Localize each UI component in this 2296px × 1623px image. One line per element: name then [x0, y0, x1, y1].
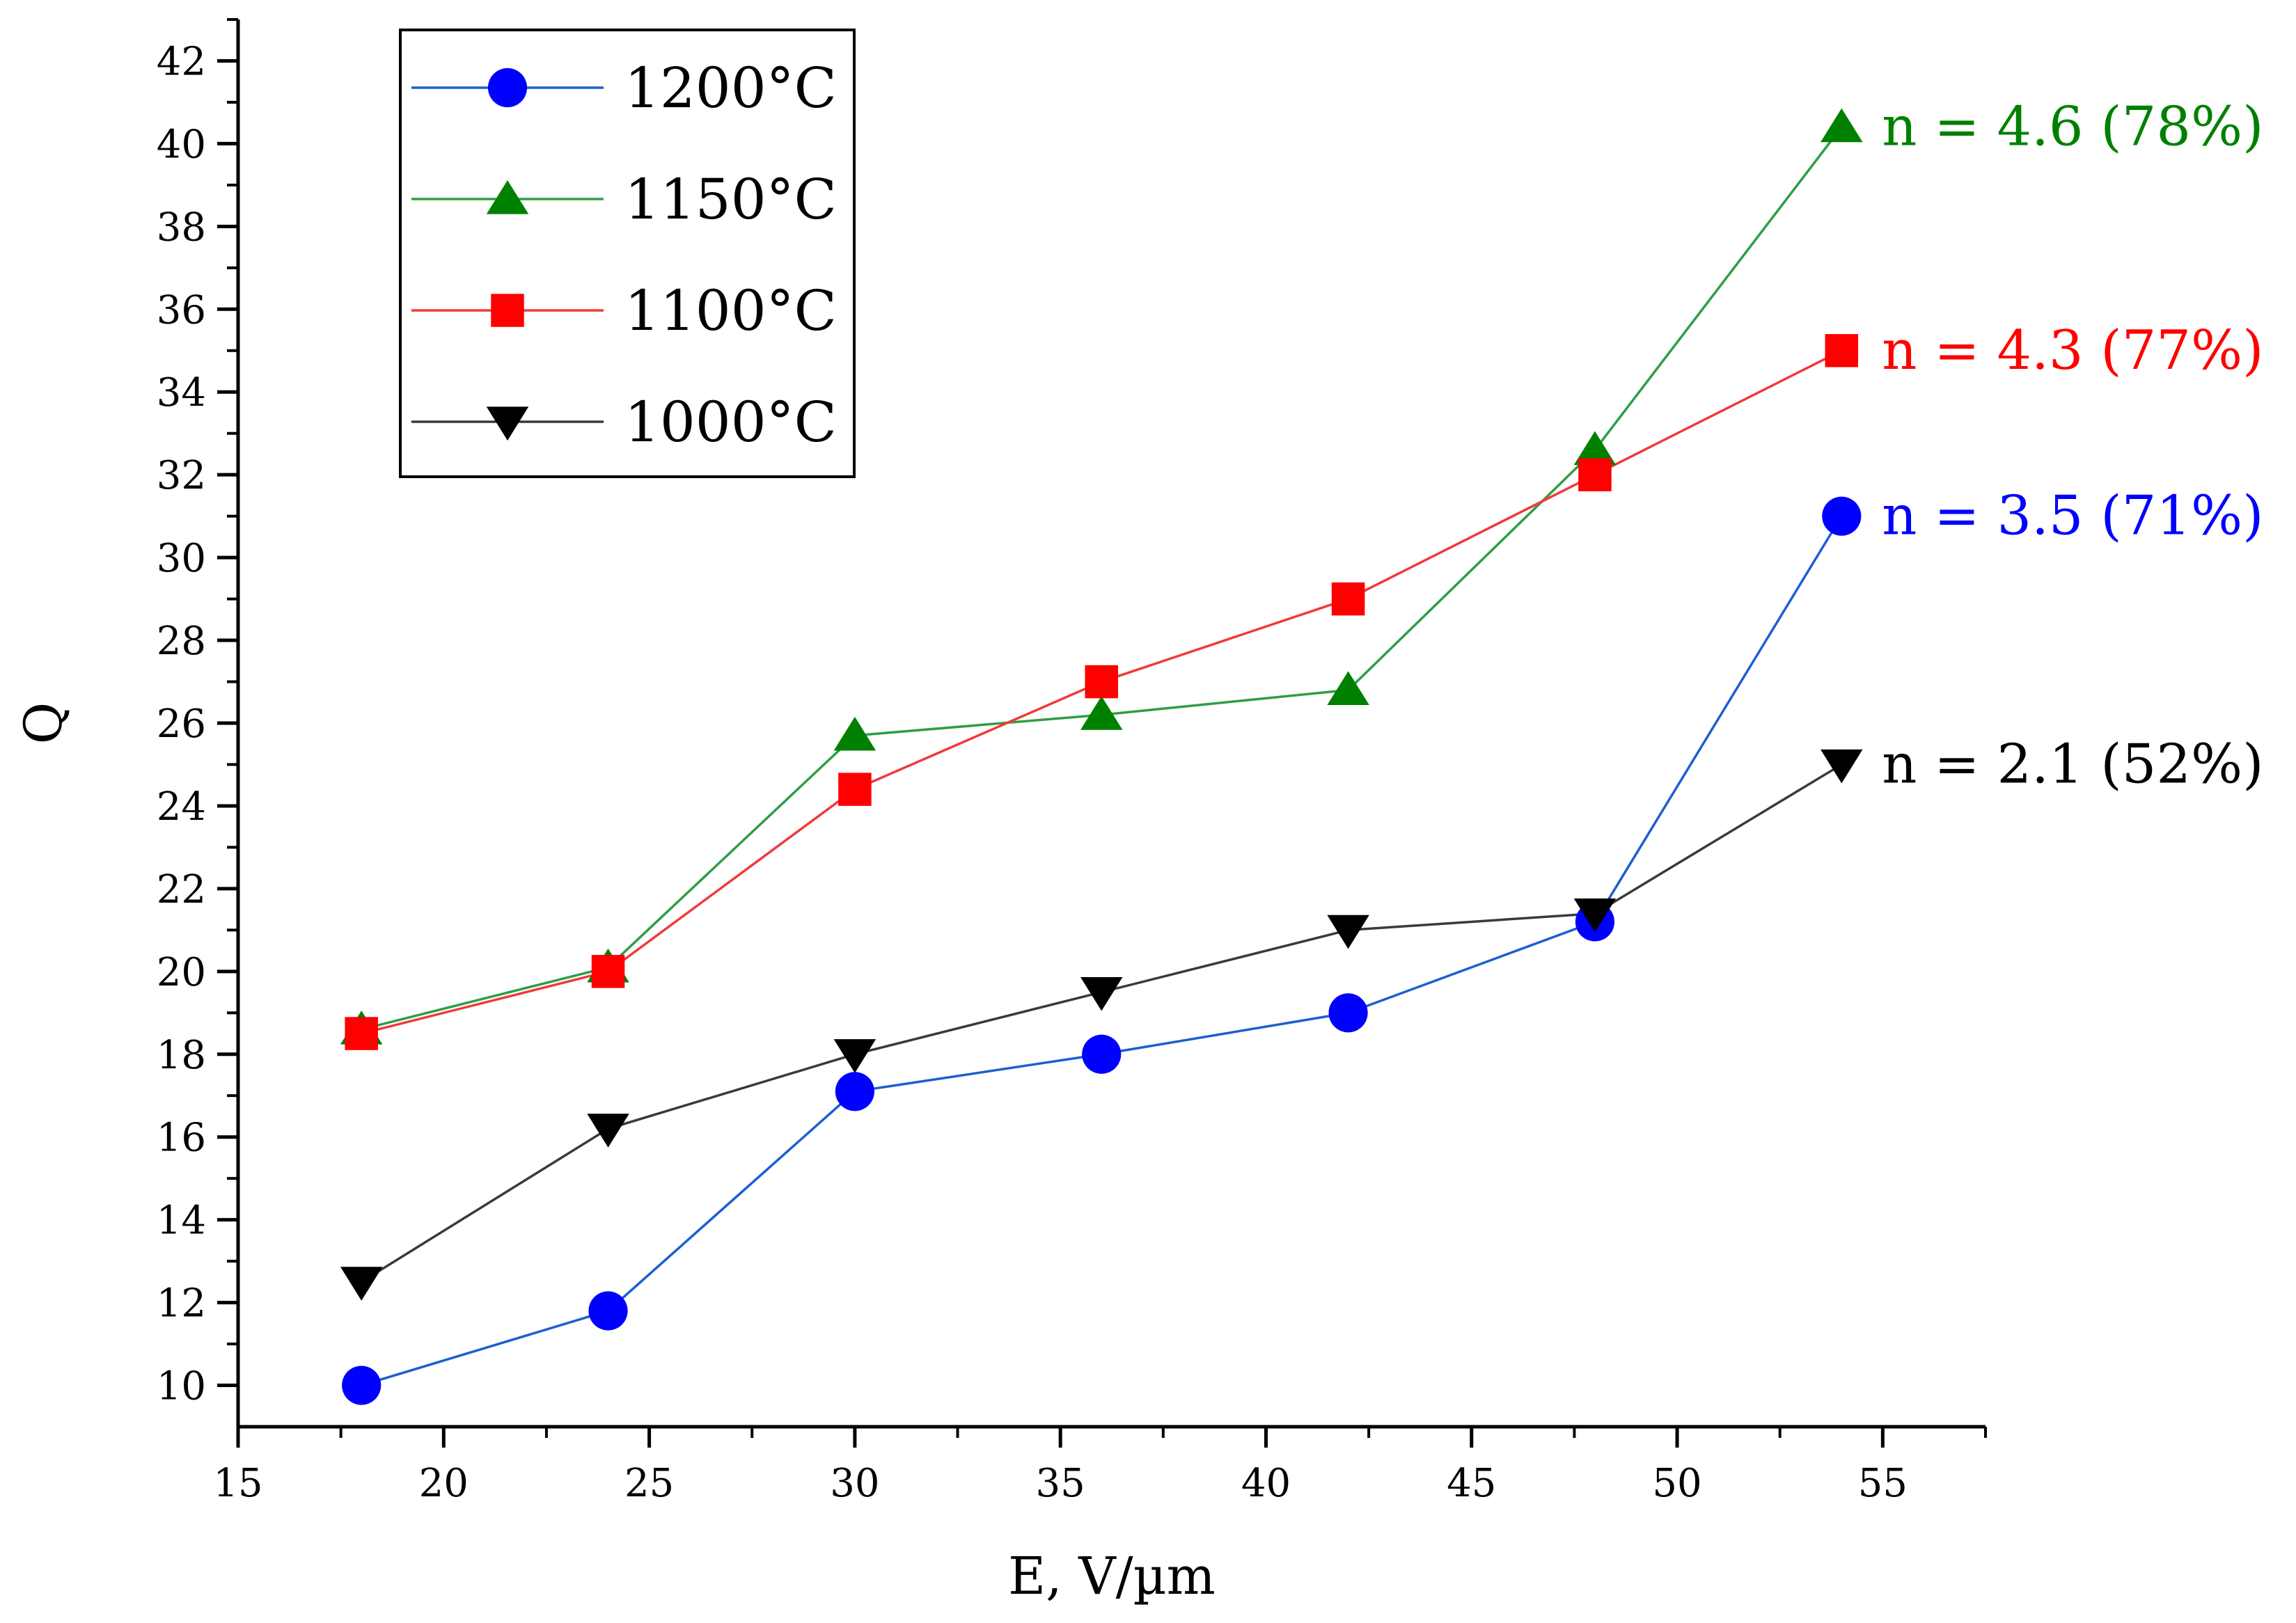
- legend-label: 1000°C: [624, 390, 837, 454]
- y-tick-label: 18: [157, 1033, 206, 1078]
- data-point: [1085, 665, 1118, 699]
- legend-label: 1200°C: [624, 56, 837, 120]
- y-tick-label: 26: [157, 702, 206, 747]
- annotations: n = 4.6 (78%) n = 4.3 (77%) n = 3.5 (71%) n…: [1882, 96, 2263, 796]
- legend-marker: [486, 406, 529, 441]
- data-point: [835, 1072, 874, 1111]
- data-point: [588, 1291, 628, 1331]
- data-point: [345, 1017, 378, 1050]
- data-point: [1578, 458, 1612, 491]
- x-tick-label: 55: [1858, 1461, 1908, 1506]
- x-tick-label: 15: [213, 1461, 262, 1506]
- axes: 15 20 25 30 35 40 45 50 55 10 12 14 16 18 20 22 24 26 28 30…: [157, 18, 1987, 1506]
- annotation-label: n = 4.6 (78%): [1882, 96, 2263, 159]
- y-axis-title: Q: [14, 702, 74, 745]
- x-tick-label: 50: [1652, 1461, 1701, 1506]
- data-point: [1573, 431, 1617, 466]
- data-point: [340, 1267, 383, 1301]
- x-tick-label: 35: [1036, 1461, 1085, 1506]
- y-tick-label: 30: [157, 536, 206, 581]
- legend-label: 1150°C: [624, 167, 837, 232]
- legend-marker: [487, 68, 528, 108]
- data-point: [1080, 696, 1123, 730]
- y-tick-label: 10: [157, 1364, 206, 1409]
- data-point: [838, 773, 872, 806]
- y-tick-label: 14: [157, 1198, 206, 1244]
- y-tick-label: 36: [157, 287, 206, 333]
- x-tick-label: 30: [830, 1461, 879, 1506]
- series-markers: [340, 108, 1863, 1405]
- y-tick-label: 22: [157, 867, 206, 912]
- y-tick-label: 40: [157, 122, 206, 167]
- data-point: [1327, 671, 1369, 706]
- data-point: [587, 1114, 629, 1148]
- data-point: [1825, 334, 1859, 367]
- x-tick-label: 40: [1241, 1461, 1291, 1506]
- annotation-label: n = 4.3 (77%): [1882, 319, 2263, 382]
- data-point: [1082, 1034, 1122, 1074]
- data-point: [1573, 898, 1617, 933]
- annotation-label: n = 3.5 (71%): [1882, 485, 2263, 548]
- data-point: [1821, 749, 1863, 784]
- data-point: [1821, 108, 1863, 143]
- annotation-label: n = 2.1 (52%): [1882, 733, 2263, 795]
- legend-marker: [491, 294, 524, 327]
- y-tick-label: 32: [157, 453, 206, 498]
- legend: 1200°C 1150°C 1100°C 1000°C: [399, 29, 856, 478]
- y-tick-label: 24: [157, 784, 206, 830]
- data-point: [591, 955, 625, 988]
- data-point: [833, 1039, 876, 1073]
- y-tick-label: 34: [157, 370, 206, 415]
- legend-marker: [486, 180, 529, 214]
- data-point: [1822, 496, 1862, 536]
- data-point: [1331, 582, 1365, 616]
- y-tick-label: 28: [157, 619, 206, 664]
- y-tick-label: 20: [157, 950, 206, 995]
- data-point: [833, 716, 876, 751]
- y-tick-label: 42: [157, 39, 206, 84]
- data-point: [1080, 976, 1123, 1011]
- data-point: [342, 1365, 382, 1405]
- legend-label: 1100°C: [624, 278, 837, 343]
- y-tick-label: 12: [157, 1281, 206, 1327]
- x-tick-label: 25: [624, 1461, 674, 1506]
- x-axis-title: E, V/µm: [1008, 1546, 1216, 1606]
- data-point: [1328, 993, 1368, 1033]
- x-tick-label: 20: [419, 1461, 469, 1506]
- y-tick-label: 38: [157, 205, 206, 250]
- x-tick-label: 45: [1447, 1461, 1496, 1506]
- data-point: [1327, 915, 1369, 949]
- legend-box: [399, 29, 856, 478]
- y-tick-label: 16: [157, 1116, 206, 1161]
